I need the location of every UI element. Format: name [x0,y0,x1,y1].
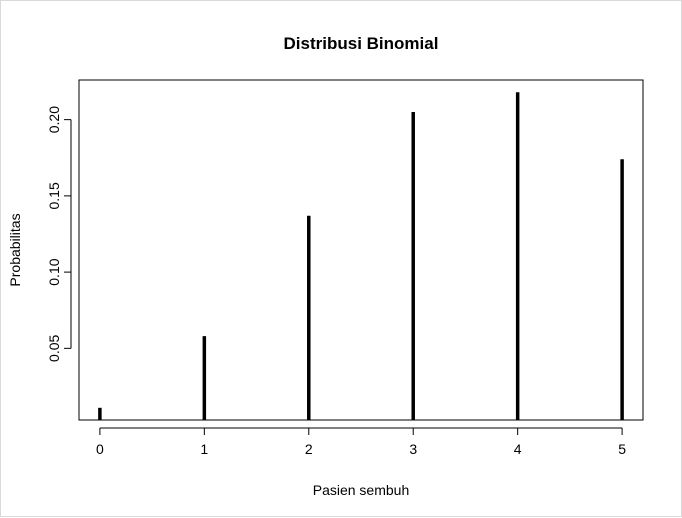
x-tick-label-0: 0 [96,441,104,457]
x-tick-label-2: 2 [305,441,313,457]
x-tick-label-1: 1 [200,441,208,457]
y-tick-label-1: 0.10 [46,258,62,285]
chart-title: Distribusi Binomial [284,34,439,53]
plot-area-border [78,79,644,421]
x-axis: 0 1 2 3 4 5 [96,427,626,457]
x-tick-label-4: 4 [514,441,522,457]
y-axis-label: Probabilitas [7,213,23,286]
y-tick-label-3: 0.20 [46,106,62,133]
y-axis: 0.05 0.10 0.15 0.20 [46,106,72,362]
y-tick-label-2: 0.15 [46,182,62,209]
x-tick-label-5: 5 [618,441,626,457]
x-tick-label-3: 3 [409,441,417,457]
x-axis-label: Pasien sembuh [313,482,410,498]
bar-series [98,92,624,420]
y-tick-label-0: 0.05 [46,335,62,362]
